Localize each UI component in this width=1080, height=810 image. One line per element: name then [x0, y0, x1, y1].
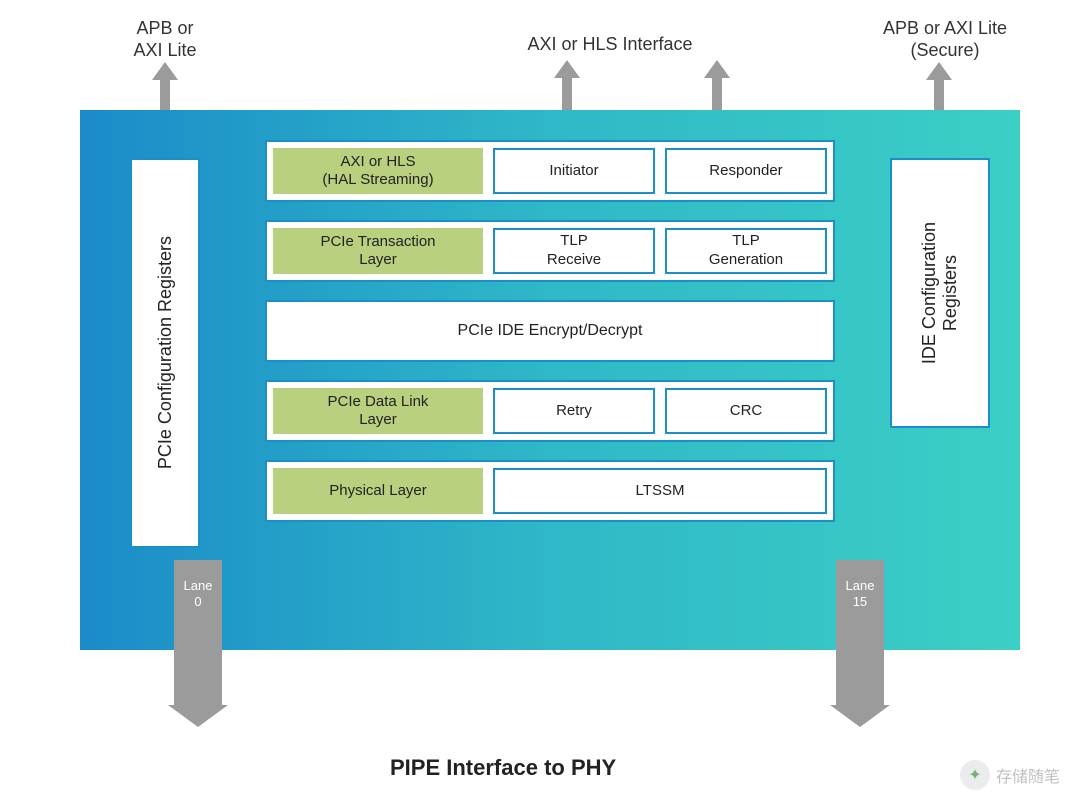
- block-responder: Responder: [665, 148, 827, 194]
- lane-label: Lane: [846, 578, 875, 594]
- lane-label: Lane: [184, 578, 213, 594]
- block-retry: Retry: [493, 388, 655, 434]
- ide-config-registers: IDE Configuration Registers: [890, 158, 990, 428]
- layer-label: AXI or HLS (HAL Streaming): [273, 148, 483, 194]
- block-initiator: Initiator: [493, 148, 655, 194]
- lane-ellipsis: · · · · ·: [520, 658, 586, 674]
- lane-0: Lane 0: [168, 560, 228, 727]
- layer-stack: AXI or HLS (HAL Streaming) Initiator Res…: [265, 140, 835, 522]
- lane-15: Lane 15: [830, 560, 890, 727]
- layer-row-ide: PCIe IDE Encrypt/Decrypt: [265, 300, 835, 362]
- bottom-label: PIPE Interface to PHY: [390, 755, 616, 781]
- bottom-label-text: PIPE Interface to PHY: [390, 755, 616, 780]
- layer-row-hal: AXI or HLS (HAL Streaming) Initiator Res…: [265, 140, 835, 202]
- layer-row-physical: Physical Layer LTSSM: [265, 460, 835, 522]
- wechat-icon: ✦: [960, 760, 990, 790]
- reg-label: PCIe Configuration Registers: [155, 236, 176, 469]
- lane-num: 0: [194, 594, 201, 610]
- watermark-text: 存储随笔: [996, 763, 1060, 787]
- ide-label: PCIe IDE Encrypt/Decrypt: [458, 322, 643, 340]
- label-text: AXI or HLS Interface: [527, 34, 692, 54]
- top-label-right: APB or AXI Lite (Secure): [860, 18, 1030, 61]
- lane-num: 15: [853, 594, 867, 610]
- layer-label: PCIe Data Link Layer: [273, 388, 483, 434]
- top-label-left: APB or AXI Lite: [110, 18, 220, 61]
- reg-label: IDE Configuration Registers: [919, 222, 961, 364]
- block-tlp-receive: TLP Receive: [493, 228, 655, 274]
- label-text: APB or AXI Lite: [133, 18, 196, 60]
- layer-row-datalink: PCIe Data Link Layer Retry CRC: [265, 380, 835, 442]
- pcie-config-registers: PCIe Configuration Registers: [130, 158, 200, 548]
- layer-label: PCIe Transaction Layer: [273, 228, 483, 274]
- block-crc: CRC: [665, 388, 827, 434]
- block-tlp-generation: TLP Generation: [665, 228, 827, 274]
- layer-row-transaction: PCIe Transaction Layer TLP Receive TLP G…: [265, 220, 835, 282]
- layer-label: Physical Layer: [273, 468, 483, 514]
- block-ltssm: LTSSM: [493, 468, 827, 514]
- watermark: ✦ 存储随笔: [960, 760, 1060, 790]
- top-label-middle: AXI or HLS Interface: [500, 34, 720, 56]
- label-text: APB or AXI Lite (Secure): [883, 18, 1007, 60]
